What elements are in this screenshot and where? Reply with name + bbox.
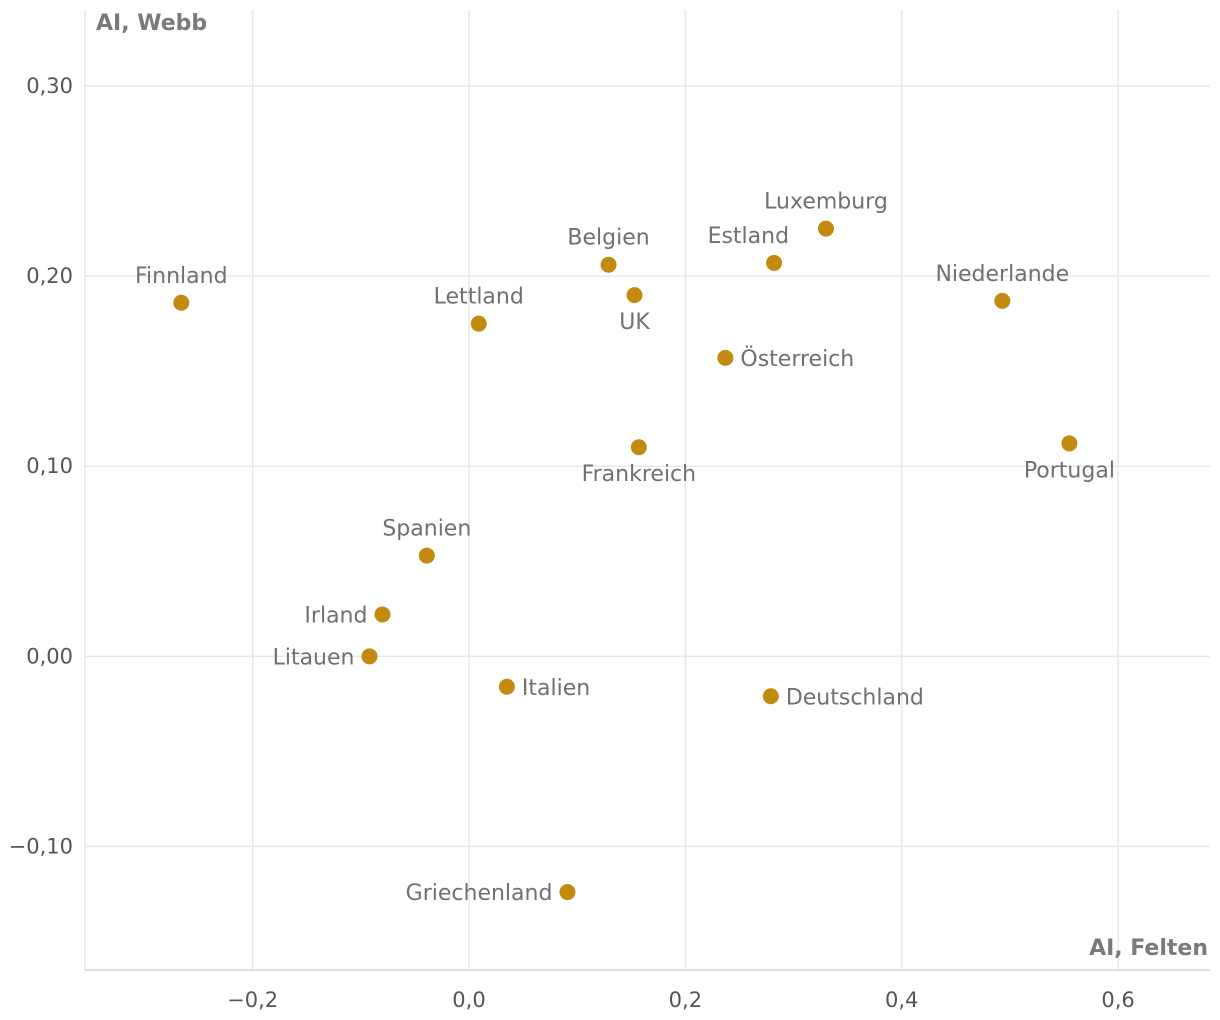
x-axis-title: AI, Felten [1089, 936, 1208, 961]
data-point [559, 884, 576, 901]
data-point [762, 688, 779, 705]
data-point [173, 294, 190, 311]
y-tick-label: 0,00 [26, 644, 73, 668]
x-tick-label: 0,4 [885, 988, 918, 1012]
x-tick-label: 0,0 [452, 988, 485, 1012]
data-point [418, 547, 435, 564]
data-point [766, 254, 783, 271]
data-label: Deutschland [786, 685, 924, 710]
y-tick-label: −0,10 [9, 834, 73, 858]
data-point [600, 256, 617, 273]
y-gridlines [85, 85, 1210, 848]
data-label: Estland [708, 224, 790, 249]
data-label: Lettland [434, 285, 524, 310]
data-label: Österreich [740, 346, 854, 372]
y-tick-label: 0,10 [26, 454, 73, 478]
data-points [173, 220, 1078, 901]
data-label: Frankreich [582, 462, 697, 487]
x-tick-label: 0,2 [669, 988, 702, 1012]
y-tick-label: 0,20 [26, 264, 73, 288]
data-point [1061, 435, 1078, 452]
data-point [498, 678, 515, 695]
x-tick-labels: −0,2 0,0 0,2 0,4 0,6 [227, 988, 1135, 1012]
x-tick-label: 0,6 [1101, 988, 1134, 1012]
data-label: Belgien [567, 226, 649, 251]
data-point [470, 315, 487, 332]
data-point [630, 439, 647, 456]
data-point [994, 292, 1011, 309]
data-label: Portugal [1024, 458, 1115, 483]
data-point [717, 349, 734, 366]
y-tick-labels: −0,10 0,00 0,10 0,20 0,30 [9, 74, 73, 858]
data-point [374, 606, 391, 623]
x-tick-label: −0,2 [227, 988, 278, 1012]
data-label: Griechenland [406, 881, 553, 906]
y-axis-title: AI, Webb [96, 11, 207, 36]
data-point [626, 287, 643, 304]
data-label: Finnland [135, 264, 228, 289]
data-labels: Finnland Lettland Belgien UK Estland Luxembur… [135, 190, 1115, 906]
data-point [361, 648, 378, 665]
x-gridlines [84, 10, 1119, 970]
data-label: Luxemburg [764, 190, 888, 215]
y-tick-label: 0,30 [26, 74, 73, 98]
data-label: UK [619, 310, 650, 335]
data-label: Italien [522, 676, 590, 701]
data-point [817, 220, 834, 237]
data-label: Irland [304, 604, 367, 629]
data-label: Litauen [273, 645, 355, 670]
data-label: Niederlande [935, 262, 1069, 287]
data-label: Spanien [382, 517, 471, 542]
